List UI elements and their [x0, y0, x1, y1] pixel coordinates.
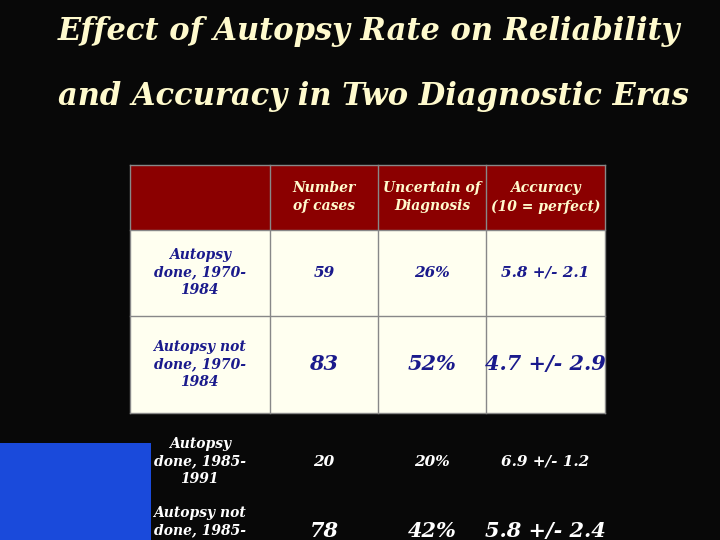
Text: Autopsy
done, 1970-
1984: Autopsy done, 1970- 1984: [154, 248, 246, 297]
Bar: [0, 443, 151, 540]
Text: 42%: 42%: [408, 521, 456, 540]
Text: 5.8 +/- 2.4: 5.8 +/- 2.4: [485, 521, 606, 540]
Text: Autopsy
done, 1985-
1991: Autopsy done, 1985- 1991: [154, 437, 246, 486]
Text: 4.7 +/- 2.9: 4.7 +/- 2.9: [485, 354, 606, 375]
Text: Number
of cases: Number of cases: [292, 181, 356, 213]
Text: 5.8 +/- 2.1: 5.8 +/- 2.1: [501, 266, 590, 280]
Text: Autopsy not
done, 1985-
1991: Autopsy not done, 1985- 1991: [153, 507, 246, 540]
Text: Accuracy
(10 = perfect): Accuracy (10 = perfect): [490, 180, 600, 214]
Bar: [130, 165, 605, 230]
Text: Effect of Autopsy Rate on Reliability: Effect of Autopsy Rate on Reliability: [58, 16, 680, 47]
Text: 20%: 20%: [414, 455, 450, 469]
Text: 6.9 +/- 1.2: 6.9 +/- 1.2: [501, 455, 590, 469]
Text: Autopsy not
done, 1970-
1984: Autopsy not done, 1970- 1984: [153, 340, 246, 389]
Bar: [130, 230, 605, 316]
Text: 78: 78: [310, 521, 338, 540]
Text: 59: 59: [313, 266, 335, 280]
Text: and Accuracy in Two Diagnostic Eras: and Accuracy in Two Diagnostic Eras: [58, 81, 688, 112]
Text: 26%: 26%: [414, 266, 450, 280]
Text: 83: 83: [310, 354, 338, 375]
Text: Uncertain of
Diagnosis: Uncertain of Diagnosis: [383, 181, 481, 213]
Text: 20: 20: [313, 455, 335, 469]
Text: 52%: 52%: [408, 354, 456, 375]
Bar: [130, 316, 605, 413]
